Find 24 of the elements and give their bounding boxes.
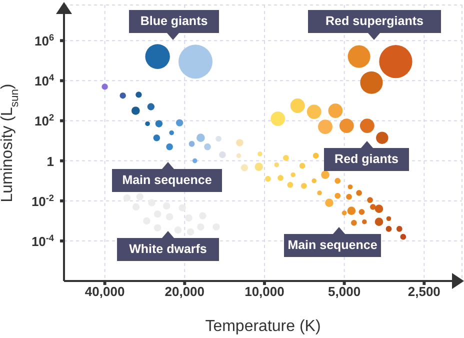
x-tick-label: 10,000 [244,284,284,300]
annotation: Red supergiants [308,10,441,33]
y-tick-label: 1 [46,154,54,169]
y-tick-label: 10$^{6}$ [34,32,54,49]
x-tick-label: 20,000 [164,284,205,300]
annotation: Red giants [324,148,409,171]
callout: White dwarfs [117,231,219,261]
callout: Blue giants [129,10,219,40]
x-tick-label: 5,000 [328,284,361,300]
y-tick-label: 10$^{2}$ [34,112,54,129]
callout: Main sequence [284,227,381,257]
x-axis-title: Temperature (K) [205,318,321,335]
y-tick-label: 10$^{-4}$ [31,232,55,249]
y-tick-label: 10$^{-2}$ [31,192,54,209]
x-tick-label: 2,500 [408,284,440,300]
y-tick-label: 10$^{4}$ [34,72,55,89]
annotation: Main sequence [284,234,381,257]
callout: Red giants [324,141,409,171]
callout: Red supergiants [308,10,441,40]
x-tick-label: 40,000 [84,284,125,300]
callout: Main sequence [112,162,222,192]
annotation: Main sequence [112,169,222,192]
annotation: Blue giants [129,10,219,33]
annotation: White dwarfs [117,238,219,261]
